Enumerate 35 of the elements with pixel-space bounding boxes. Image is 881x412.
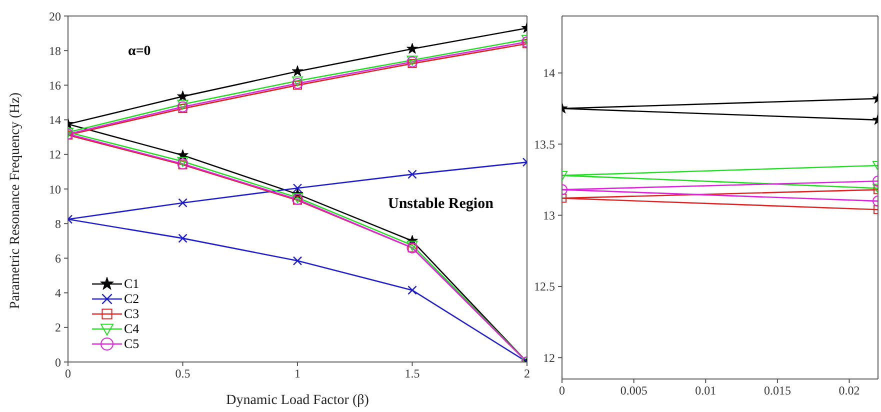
x-tick-label: 0: [65, 366, 71, 381]
x-tick-label: 0: [559, 384, 565, 398]
x-tick-label: 2: [524, 366, 530, 381]
x-tick-label: 0.015: [764, 384, 791, 398]
x-tick-label: 0.5: [175, 366, 190, 381]
x-axis-title: Dynamic Load Factor (β): [226, 393, 370, 408]
legend-label: C4: [124, 320, 140, 336]
legend-label: C3: [124, 306, 140, 322]
annotation: α=0: [128, 44, 151, 60]
y-tick-label: 4: [55, 286, 61, 300]
annotation: Unstable Region: [388, 196, 494, 213]
y-tick-label: 8: [55, 216, 61, 231]
x-tick-label: 1.5: [404, 366, 420, 381]
y-tick-label: 14: [543, 66, 555, 80]
y-tick-label: 16: [49, 78, 61, 92]
y-tick-label: 10: [49, 182, 61, 196]
x-tick-label: 0.02: [838, 384, 860, 398]
y-tick-label: 6: [55, 251, 61, 266]
y-axis-title: Parametric Resonance Frequency (Hz): [8, 92, 23, 309]
y-tick-label: 13: [543, 208, 555, 223]
y-tick-label: 14: [49, 113, 61, 128]
y-tick-label: 0: [55, 355, 61, 370]
legend-label: C5: [124, 336, 140, 352]
y-tick-label: 18: [49, 44, 61, 58]
legend-label: C1: [124, 276, 140, 292]
x-tick-label: 1: [294, 366, 300, 381]
y-tick-label: 12: [543, 350, 555, 365]
legend-label: C2: [124, 290, 140, 306]
y-tick-label: 12.5: [534, 280, 555, 294]
y-tick-label: 20: [49, 9, 61, 24]
x-tick-label: 0.005: [620, 384, 648, 398]
y-tick-label: 2: [55, 320, 61, 335]
y-tick-label: 13.5: [534, 137, 555, 152]
y-tick-label: 12: [49, 148, 61, 162]
x-tick-label: 0.01: [695, 384, 716, 398]
